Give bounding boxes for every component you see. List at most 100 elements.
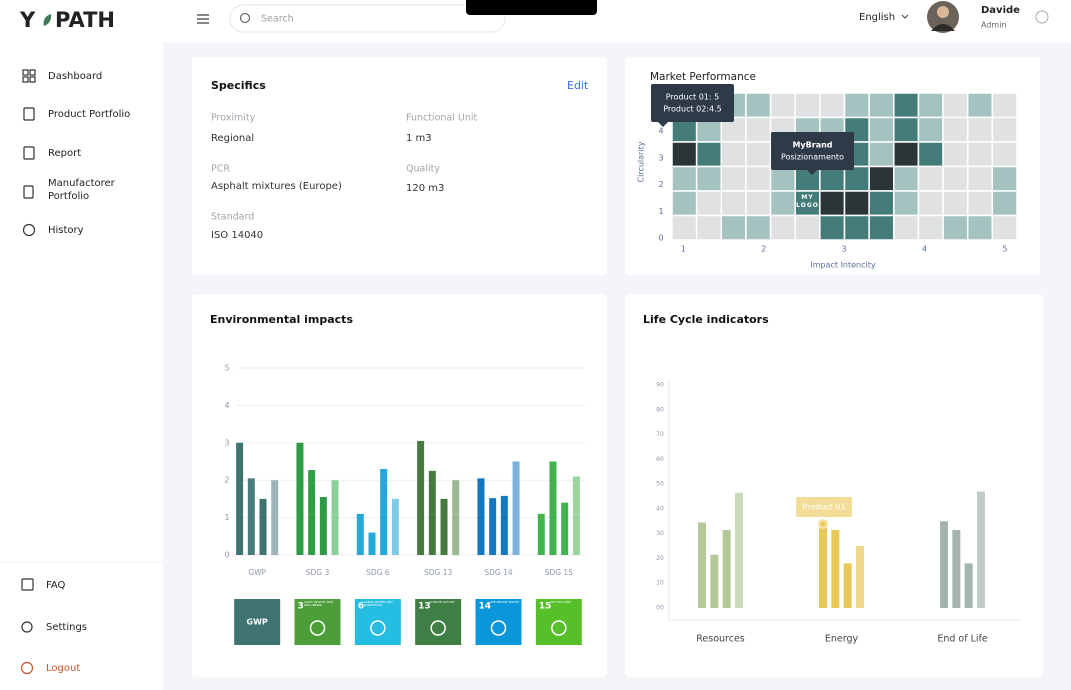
heat-cell (991, 190, 1018, 217)
heat-cell (819, 165, 846, 192)
heat-cell (769, 190, 796, 217)
icon-faq (21, 578, 34, 591)
x-tick-label-box: SDG 15 (544, 568, 573, 577)
heat-cell (942, 190, 969, 217)
y-tick-label: 1 (224, 513, 229, 522)
heat-cell (769, 165, 796, 192)
cell-label-box: MY LOGO (796, 194, 818, 209)
tooltip-text: Product 01 (802, 503, 845, 512)
nav-item[interactable]: Logout (46, 663, 80, 674)
user-menu[interactable] (1035, 10, 1049, 24)
search-icon (239, 12, 251, 24)
sdg-icon (234, 599, 281, 645)
heat-cell (917, 214, 944, 241)
field-label: Functional Unit (406, 113, 478, 124)
nav-item-wrap: Manufactorer Portfolio (48, 178, 115, 202)
y-tick-label: 5 (224, 364, 229, 373)
field-value: ISO 14040 (211, 230, 263, 241)
card (192, 57, 607, 275)
icon-history (22, 223, 36, 237)
sdg-icon-caption: LIFE BELOW WATER (489, 601, 519, 604)
menu-icon[interactable] (197, 14, 209, 24)
x-tick-label: SDG 13 (424, 568, 453, 577)
heat-cell (745, 116, 772, 143)
x-tick-label: 1 (681, 245, 686, 254)
y-tick-label: 40 (656, 505, 664, 512)
x-tick-label: GWP (248, 568, 267, 577)
sdg-icon-caption: CLIMATE ACTION (429, 601, 455, 604)
heat-cell (794, 214, 821, 241)
card (192, 294, 607, 677)
nav-item[interactable]: FAQ (46, 580, 65, 591)
heat-cell (695, 141, 723, 168)
language[interactable]: English (859, 12, 895, 23)
field-value: Regional (211, 133, 254, 144)
heat-cell (843, 190, 870, 217)
bar (722, 529, 731, 608)
bar (391, 498, 399, 555)
chart-title: Market Performance (650, 71, 756, 83)
bar (843, 563, 852, 608)
sdg-icon-label: GWP (247, 618, 268, 627)
nav-item[interactable]: Settings (46, 622, 87, 633)
icon-dashboard (22, 76, 29, 83)
logo-right[interactable]: PATH (55, 8, 115, 32)
heat-cell (868, 141, 895, 168)
heat-cell (966, 214, 994, 241)
tooltip-pointer (807, 170, 817, 175)
sidebar (0, 0, 163, 690)
heat-cell (819, 92, 846, 119)
nav-item[interactable]: History (48, 225, 84, 236)
heat-cell (745, 165, 772, 192)
x-tick-label: SDG 15 (544, 568, 573, 577)
bar (296, 442, 304, 555)
icon-logout (20, 661, 34, 675)
nav-item[interactable]: Dashboard (48, 71, 102, 82)
sdg-icon-caption: LIFE ON LAND (549, 601, 571, 604)
sdg-icon-glyph (370, 620, 386, 636)
x-tick-label-box: GWP (248, 568, 267, 577)
heat-cell (843, 92, 870, 119)
heat-cell (917, 92, 944, 119)
heat-cell (966, 165, 994, 192)
edit-link[interactable]: Edit (567, 79, 589, 92)
bar (512, 461, 520, 555)
heat-cell (942, 214, 969, 241)
sdg-icon-label: 3 (298, 602, 304, 612)
search-box[interactable] (229, 4, 506, 33)
sdg-icon-glyph (430, 620, 446, 636)
y-tick-label: 80 (656, 406, 664, 413)
field-label: PCR (211, 164, 230, 175)
field-value: 1 m3 (406, 133, 432, 144)
y-tick-label: 2 (658, 180, 663, 189)
bar (247, 478, 255, 555)
tooltip (796, 497, 853, 518)
nav-item[interactable]: Manufactorer Portfolio (48, 178, 115, 202)
heat-cell (917, 116, 944, 143)
nav-item[interactable]: Report (48, 148, 81, 159)
icon-portfolio (23, 107, 35, 121)
heat-cell (819, 190, 846, 217)
heat-cell (917, 165, 944, 192)
y-tick-label: 4 (224, 401, 229, 410)
logo-left[interactable]: Y (19, 8, 36, 32)
x-tick-label-box: SDG 6 (366, 568, 390, 577)
y-tick-label: 70 (656, 431, 664, 438)
heat-cell (893, 116, 920, 143)
bar (561, 502, 569, 555)
bar (500, 495, 508, 555)
nav-item[interactable]: Product Portfolio (48, 109, 130, 120)
sdg-icon-caption-box: GOOD HEALTH AND WELL-BEING (304, 601, 333, 607)
sdg-icon-glyph (309, 620, 326, 636)
sdg-icon-label: 13 (418, 602, 431, 612)
icon-settings (21, 621, 33, 633)
y-axis-label: Circularity (637, 141, 646, 182)
sdg-icon-glyph (490, 620, 507, 636)
heat-cell (991, 165, 1018, 192)
heat-cell (893, 190, 920, 217)
sdg-icon (475, 599, 522, 645)
sdg-icon-label: 14 (479, 602, 492, 612)
heat-cell (991, 92, 1018, 119)
bar (819, 520, 828, 608)
bar (831, 529, 840, 608)
